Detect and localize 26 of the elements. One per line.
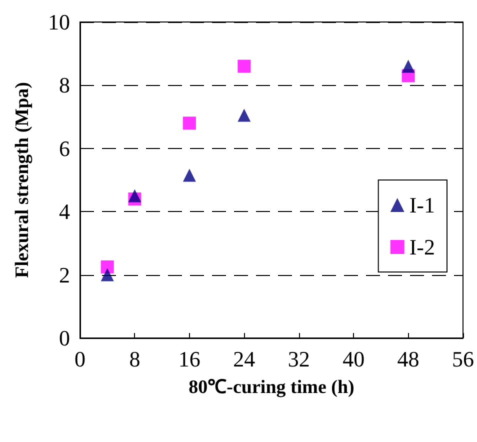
y-tick-label: 10 <box>48 10 70 34</box>
x-tick-label: 48 <box>397 346 420 372</box>
x-tick-label: 32 <box>288 346 310 372</box>
y-tick-label: 2 <box>59 262 70 288</box>
x-tick-label: 0 <box>74 346 86 372</box>
y-tick-label: 8 <box>59 72 70 98</box>
y-tick-label: 0 <box>59 326 70 350</box>
point <box>128 189 142 202</box>
point <box>238 60 251 73</box>
point <box>182 168 196 182</box>
y-axis-title: Flexural strength (Mpa) <box>12 82 33 278</box>
y-tick-label: 6 <box>59 136 70 161</box>
legend-label: I-2 <box>409 234 436 260</box>
point <box>402 60 415 73</box>
point <box>182 116 196 130</box>
x-tick-label: 56 <box>452 346 474 372</box>
point <box>238 108 251 122</box>
point <box>100 260 114 274</box>
x-axis-title: 80℃-curing time (h) <box>188 377 354 398</box>
y-tick-label: 4 <box>59 199 70 224</box>
x-tick-label: 40 <box>342 346 365 372</box>
legend-label: I-1 <box>409 192 436 218</box>
x-tick-label: 8 <box>129 346 140 372</box>
x-tick-label: 24 <box>233 346 256 372</box>
x-tick-label: 16 <box>178 346 200 372</box>
point <box>100 268 114 282</box>
